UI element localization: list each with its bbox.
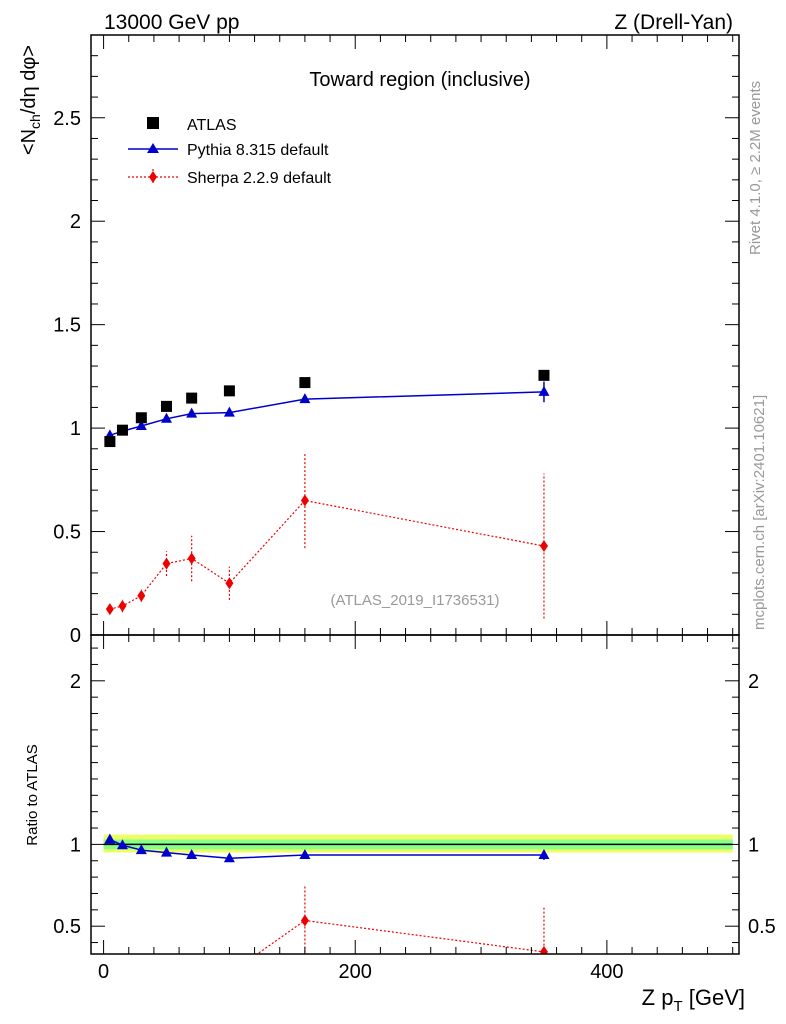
sherpa-point [137, 589, 146, 602]
mcplots-label: mcplots.cern.ch [arXiv:2401.10621] [751, 395, 768, 630]
process-label: Z (Drell-Yan) [614, 11, 733, 34]
ratio-pythia-point [160, 846, 172, 857]
ratio-sherpa-point [300, 914, 309, 927]
legend-pythia-marker [147, 143, 159, 153]
legend-pythia-label: Pythia 8.315 default [187, 142, 329, 159]
y-tick-label: 1.5 [53, 315, 81, 337]
x-tick-label: 0 [98, 961, 109, 983]
pythia-line [109, 391, 544, 437]
ratio-y-tick-label: 0.5 [53, 916, 81, 938]
ratio-pythia-point [135, 844, 147, 855]
plot-title: Toward region (inclusive) [309, 69, 530, 91]
atlas-point [104, 436, 116, 448]
ratio-pythia-point [104, 833, 116, 844]
legend-atlas-marker [147, 117, 159, 129]
atlas-point [160, 400, 172, 412]
rivet-label: Rivet 4.1.0, ≥ 2.2M events [747, 81, 764, 255]
ratio-y-tick-label-right: 2 [748, 671, 759, 693]
ratio-panel-frame [90, 634, 740, 955]
sherpa-point [539, 540, 548, 553]
ratio-sherpa-point [539, 945, 548, 954]
atlas-point [116, 424, 128, 436]
pythia-point [538, 385, 550, 396]
ratio-sherpa-point [225, 968, 233, 980]
atlas-point [299, 377, 311, 389]
ratio-y-tick-label: 2 [70, 671, 81, 693]
sherpa-point [300, 494, 309, 507]
pythia-point [223, 406, 235, 417]
ratio-pythia-point [186, 849, 198, 860]
pythia-point [135, 420, 147, 431]
ratio-pythia-point [299, 849, 311, 860]
x-axis-label: Z pT [GeV] [642, 985, 745, 1015]
legend-sherpa-marker [149, 171, 157, 183]
sherpa-point [105, 603, 114, 616]
pythia-point [186, 407, 198, 418]
legend: ATLAS Pythia 8.315 default Sherpa 2.2.9 … [128, 117, 332, 187]
y-tick-label: 1 [70, 418, 81, 440]
ratio-y-tick-label-right: 1 [748, 834, 759, 856]
ratio-y-tick-label-right: 0.5 [748, 916, 776, 938]
y-axis-label: <Nch/dη dφ> [18, 45, 43, 155]
ratio-pythia-point [538, 849, 550, 860]
legend-atlas-label: ATLAS [187, 117, 237, 134]
atlas-point [538, 369, 550, 381]
ratio-pythia-point [116, 839, 128, 850]
sherpa-point [225, 577, 234, 590]
y-tick-label: 2 [70, 211, 81, 233]
sherpa-point [162, 557, 171, 570]
sherpa-line [109, 499, 545, 610]
x-tick-label: 200 [339, 961, 372, 983]
main-panel: 0 0.5 1 1.5 2 2.5 Toward region (inclusive) (… [18, 34, 740, 647]
energy-label: 13000 GeV pp [104, 11, 239, 34]
atlas-point [135, 412, 147, 424]
y-tick-label: 0 [70, 625, 81, 647]
sherpa-point [187, 552, 196, 565]
y-tick-label: 0.5 [53, 522, 81, 544]
legend-sherpa-label: Sherpa 2.2.9 default [187, 170, 332, 187]
ratio-panel: 0.5 0.5 1 1 2 2 0 200 400 Ratio to ATLAS Z pT [G… [24, 634, 776, 1015]
atlas-point [223, 385, 235, 397]
y-tick-label: 2.5 [53, 108, 81, 130]
analysis-watermark: (ATLAS_2019_I1736531) [330, 592, 499, 609]
sherpa-point [118, 600, 127, 613]
pythia-point [299, 393, 311, 404]
ratio-y-tick-label: 1 [70, 834, 81, 856]
atlas-point [186, 392, 198, 404]
ratio-pythia-point [223, 852, 235, 863]
x-tick-label: 400 [590, 961, 623, 983]
ratio-y-label: Ratio to ATLAS [24, 744, 41, 845]
pythia-point [160, 412, 172, 423]
ratio-sherpa-line [256, 919, 545, 954]
